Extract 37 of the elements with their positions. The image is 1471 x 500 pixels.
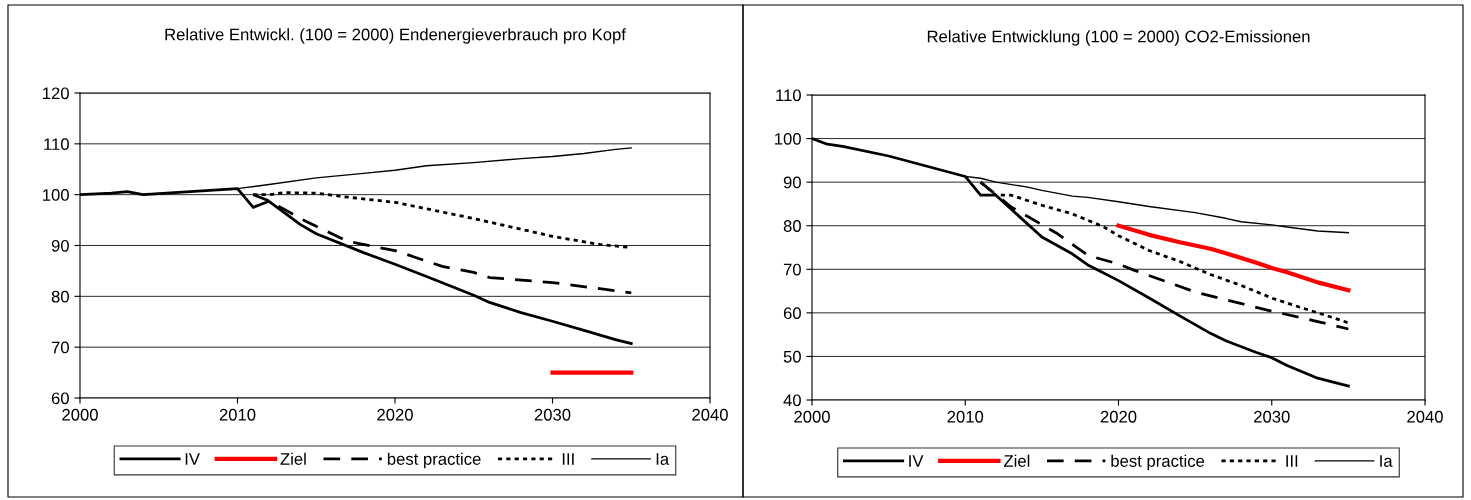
y-tick-label: 60 bbox=[783, 307, 801, 320]
x-tick-label: 2010 bbox=[947, 410, 984, 423]
y-tick-label: 90 bbox=[51, 239, 69, 252]
legend-label: III bbox=[562, 453, 574, 465]
legend-label: IV bbox=[909, 455, 924, 467]
legend-label: Ia bbox=[656, 453, 670, 465]
legend-label: IV bbox=[185, 453, 200, 465]
x-tick-label: 2000 bbox=[794, 410, 830, 423]
y-tick-label: 100 bbox=[775, 132, 801, 145]
legend-label: best practice bbox=[387, 452, 481, 469]
y-tick-label: 70 bbox=[51, 341, 69, 354]
x-tick-label: 2020 bbox=[1100, 410, 1137, 423]
x-tick-label: 2030 bbox=[534, 408, 571, 421]
x-tick-label: 2040 bbox=[692, 408, 728, 421]
chart-title: Relative Entwickl. (100 = 2000) Endenergieverbrauch pro Kopf bbox=[165, 28, 626, 44]
legend-label: Ziel bbox=[280, 452, 306, 465]
legend-label: best practice bbox=[1111, 454, 1205, 471]
x-tick-label: 2010 bbox=[219, 408, 256, 421]
y-tick-label: 80 bbox=[51, 290, 69, 303]
y-tick-label: 110 bbox=[44, 138, 69, 151]
y-tick-label: 110 bbox=[776, 89, 801, 102]
y-tick-label: 80 bbox=[783, 220, 801, 232]
legend-label: Ia bbox=[1380, 455, 1393, 467]
x-tick-label: 2000 bbox=[62, 408, 98, 421]
y-tick-label: 90 bbox=[783, 176, 801, 189]
legend-label: Ziel bbox=[1004, 454, 1030, 467]
chart-title: Relative Entwicklung (100 = 2000) CO2-Emissionen bbox=[927, 30, 1310, 46]
x-tick-label: 2030 bbox=[1254, 410, 1290, 423]
y-tick-label: 40 bbox=[783, 394, 801, 407]
x-tick-label: 2040 bbox=[1407, 410, 1443, 423]
y-tick-label: 120 bbox=[43, 87, 69, 100]
x-tick-label: 2020 bbox=[377, 408, 413, 421]
y-tick-label: 100 bbox=[43, 189, 69, 201]
legend-label: III bbox=[1286, 455, 1298, 467]
y-tick-label: 50 bbox=[783, 350, 801, 363]
y-tick-label: 60 bbox=[51, 392, 69, 405]
y-tick-label: 70 bbox=[783, 263, 801, 276]
